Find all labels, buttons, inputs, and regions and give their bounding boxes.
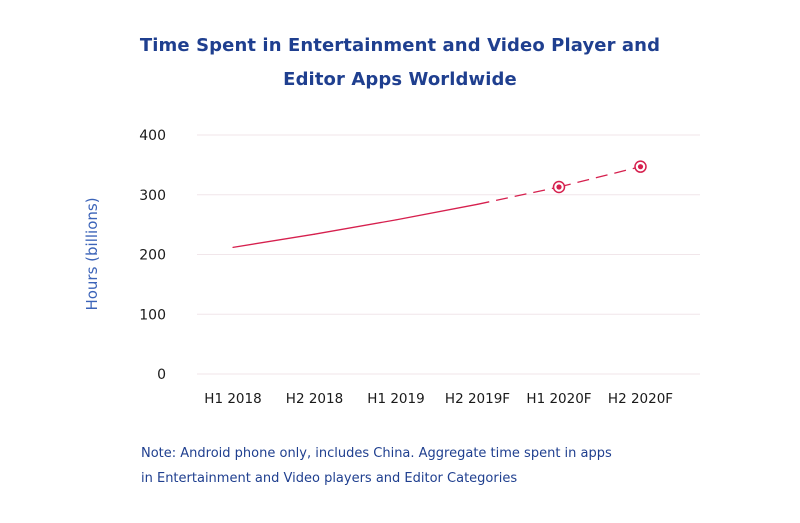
y-tick-labels: 0 100 200 300 400 (139, 128, 166, 383)
series-line (232, 166, 641, 248)
chart-title-line-2: Editor Apps Worldwide (283, 69, 517, 90)
chart-title-line-1: Time Spent in Entertainment and Video Pl… (139, 35, 661, 56)
y-tick-label: 200 (139, 248, 166, 264)
gridlines (197, 134, 700, 375)
data-point (556, 184, 562, 190)
x-tick-label: H2 2018 (286, 391, 343, 407)
x-tick-label: H2 2019F (445, 391, 510, 407)
highlighted-points (552, 160, 647, 194)
x-tick-label: H1 2020F (526, 391, 591, 407)
y-tick-label: 300 (139, 188, 166, 204)
x-tick-labels: H1 2018 H2 2018 H1 2019 H2 2019F H1 2020F H2 … (204, 391, 673, 407)
x-tick-label: H1 2019 (367, 391, 424, 407)
line-segment-solid (313, 219, 397, 235)
x-tick-label: H2 2020F (608, 391, 673, 407)
line-segment-solid (395, 203, 479, 221)
y-tick-label: 100 (139, 307, 166, 323)
y-tick-label: 400 (139, 128, 166, 144)
line-segment-solid (232, 233, 316, 248)
x-tick-label: H1 2018 (204, 391, 261, 407)
note-line-2: in Entertainment and Video players and E… (141, 471, 518, 486)
data-point (637, 164, 644, 170)
chart-note: Note: Android phone only, includes China… (141, 441, 701, 491)
line-segment-dashed (558, 166, 641, 188)
note-line-1: Note: Android phone only, includes China… (141, 446, 612, 461)
y-tick-label: 0 (157, 367, 166, 383)
line-segment-dashed (477, 186, 560, 205)
